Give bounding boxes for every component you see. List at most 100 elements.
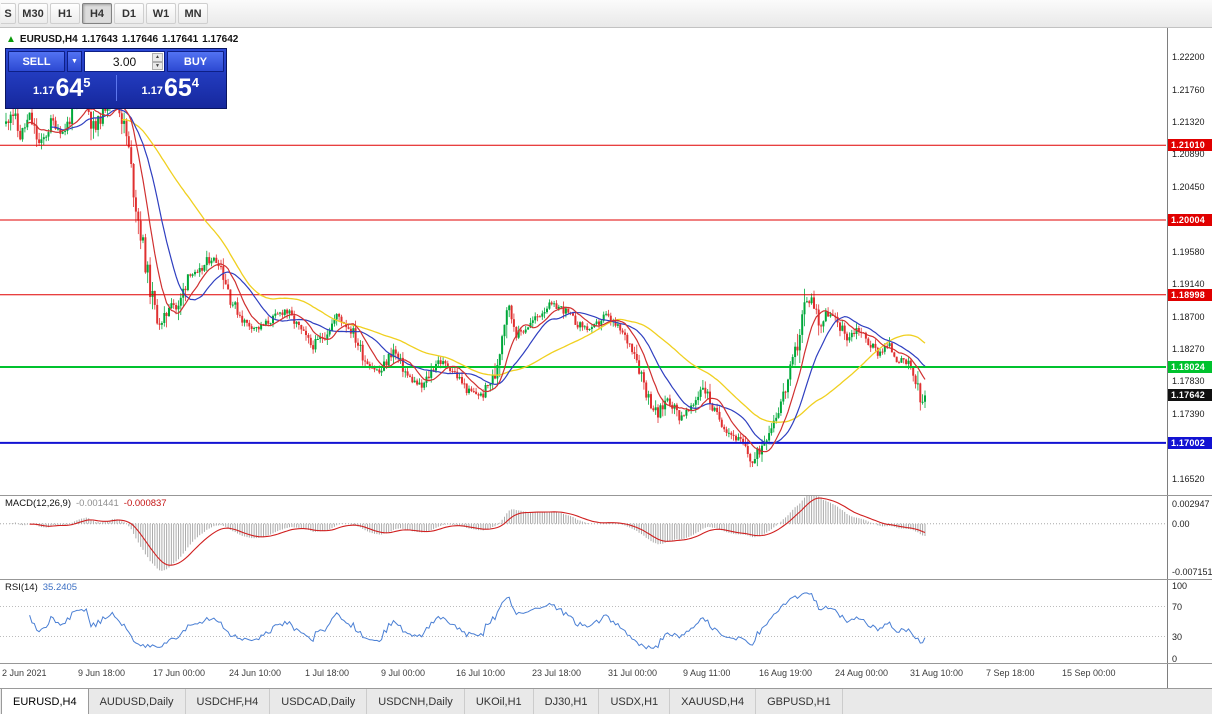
pane-divider xyxy=(0,663,1212,664)
time-axis-label: 16 Aug 19:00 xyxy=(759,668,813,678)
price-tick-label: 1.21760 xyxy=(1172,84,1205,95)
current-price-tag: 1.17642 xyxy=(1168,389,1212,402)
one-click-trading-panel: SELL ▼ 3.00 ▲ ▼ BUY 1.17 64 5 1.17 65 4 xyxy=(5,48,227,109)
time-axis-label: 2 Jun 2021 xyxy=(2,668,47,678)
time-axis-label: 24 Jun 10:00 xyxy=(229,668,282,678)
time-axis-label: 24 Aug 00:00 xyxy=(835,668,889,678)
volume-input[interactable]: 3.00 ▲ ▼ xyxy=(84,51,165,72)
macd-axis-label: 0.00 xyxy=(1172,518,1190,529)
price-tick-label: 1.21320 xyxy=(1172,117,1205,128)
macd-axis-label: -0.007151 xyxy=(1172,566,1212,577)
chart-tab-usdx-h1[interactable]: USDX,H1 xyxy=(599,689,671,714)
macd-signal-value: -0.000837 xyxy=(123,498,167,509)
chart-tab-dj30-h1[interactable]: DJ30,H1 xyxy=(534,689,600,714)
macd-label: MACD(12,26,9) -0.001441 -0.000837 xyxy=(5,498,172,509)
ask-price: 1.17 65 4 xyxy=(117,75,225,101)
volume-value: 3.00 xyxy=(112,54,137,69)
chart-tab-ukoil-h1[interactable]: UKOil,H1 xyxy=(465,689,534,714)
time-axis-label: 7 Sep 18:00 xyxy=(986,668,1035,678)
rsi-title: RSI(14) xyxy=(5,582,38,593)
volume-spinner: ▲ ▼ xyxy=(152,53,163,70)
price-tick-label: 1.18270 xyxy=(1172,343,1205,354)
pane-divider xyxy=(0,495,1212,496)
bid-big-digits: 64 xyxy=(55,74,84,102)
time-axis: 2 Jun 2021 9 Jun 18:00 17 Jun 00:00 24 Jun … xyxy=(0,664,1166,688)
macd-title: MACD(12,26,9) xyxy=(5,498,71,509)
level-price-tag: 1.18024 xyxy=(1168,361,1212,373)
pane-divider xyxy=(0,579,1212,580)
time-axis-label: 16 Jul 10:00 xyxy=(456,668,506,678)
time-axis-label: 31 Aug 10:00 xyxy=(910,668,964,678)
price-tick-label: 1.17830 xyxy=(1172,376,1205,387)
time-axis-label: 9 Aug 11:00 xyxy=(683,668,731,678)
chart-tab-usdchf-h4[interactable]: USDCHF,H4 xyxy=(186,689,271,714)
level-price-tag: 1.17002 xyxy=(1168,436,1212,449)
quote-header: ▲ EURUSD,H4 1.17643 1.17646 1.17641 1.17642 xyxy=(6,34,242,45)
time-axis-label: 9 Jul 00:00 xyxy=(381,668,426,678)
volume-decrease-button[interactable]: ▼ xyxy=(152,61,163,70)
bid-pip-digit: 5 xyxy=(83,75,91,90)
time-axis-label: 1 Jul 18:00 xyxy=(305,668,350,678)
price-tick-label: 1.17390 xyxy=(1172,409,1205,420)
quote-high: 1.17646 xyxy=(121,34,159,45)
time-axis-label: 23 Jul 18:00 xyxy=(532,668,582,678)
quote-close: 1.17642 xyxy=(202,34,239,45)
ask-big-digits: 65 xyxy=(163,74,192,102)
rsi-value: 35.2405 xyxy=(42,582,78,593)
timeframe-button-h4[interactable]: H4 xyxy=(82,3,112,24)
timeframe-button-w1[interactable]: W1 xyxy=(146,3,176,24)
chart-window: 2 Jun 2021 9 Jun 18:00 17 Jun 00:00 24 Jun … xyxy=(0,28,1212,688)
chart-tab-gbpusd-h1[interactable]: GBPUSD,H1 xyxy=(756,689,843,714)
level-price-tag: 1.20004 xyxy=(1168,214,1212,226)
rsi-axis-label: 0 xyxy=(1172,654,1178,664)
main-price-chart[interactable] xyxy=(0,28,1166,495)
buy-button[interactable]: BUY xyxy=(167,51,224,72)
rsi-axis-label: 100 xyxy=(1172,581,1188,591)
ask-prefix: 1.17 xyxy=(141,85,163,97)
price-tick-label: 1.20890 xyxy=(1172,149,1205,160)
ask-pip-digit: 4 xyxy=(191,75,199,90)
timeframe-button-s[interactable]: S xyxy=(1,3,16,24)
price-tick-label: 1.20450 xyxy=(1172,181,1205,192)
price-tick-label: 1.18700 xyxy=(1172,311,1205,322)
macd-axis-label: 0.002947 xyxy=(1172,498,1210,509)
timeframe-button-h1[interactable]: H1 xyxy=(50,3,80,24)
time-axis-label: 17 Jun 00:00 xyxy=(153,668,206,678)
rsi-indicator-pane[interactable] xyxy=(0,580,1166,663)
bid-prefix: 1.17 xyxy=(33,85,55,97)
quote-open: 1.17643 xyxy=(81,34,118,45)
time-axis-label: 9 Jun 18:00 xyxy=(78,668,126,678)
price-axis: 1.22200 1.21760 1.21320 1.20890 1.20450 1.200… xyxy=(1167,28,1212,688)
price-tick-label: 1.19140 xyxy=(1172,279,1205,290)
chart-tab-usdcad-daily[interactable]: USDCAD,Daily xyxy=(270,689,368,714)
macd-indicator-pane[interactable] xyxy=(0,496,1166,579)
chart-tabs-bar: EURUSD,H4 AUDUSD,Daily USDCHF,H4 USDCAD,Dai… xyxy=(0,688,1212,714)
bid-price: 1.17 64 5 xyxy=(8,75,116,101)
rsi-axis-label: 30 xyxy=(1172,631,1183,642)
rsi-axis-label: 70 xyxy=(1172,601,1183,612)
macd-value: -0.001441 xyxy=(76,498,119,509)
volume-increase-button[interactable]: ▲ xyxy=(152,53,163,62)
symbol-trend-icon: ▲ xyxy=(6,34,16,45)
chart-tab-xauusd-h4[interactable]: XAUUSD,H4 xyxy=(670,689,757,714)
quote-low: 1.17641 xyxy=(162,34,199,45)
price-tick-label: 1.19580 xyxy=(1172,246,1205,257)
chart-tab-usdcnh-daily[interactable]: USDCNH,Daily xyxy=(367,689,465,714)
bid-ask-divider xyxy=(115,75,117,101)
timeframe-toolbar: S M30 H1 H4 D1 W1 MN xyxy=(0,0,1212,28)
sell-button[interactable]: SELL xyxy=(8,51,65,72)
chart-tab-eurusd-h4[interactable]: EURUSD,H4 xyxy=(1,689,89,714)
timeframe-button-m30[interactable]: M30 xyxy=(18,3,48,24)
quote-symbol: EURUSD,H4 xyxy=(19,34,78,45)
chart-tab-audusd-daily[interactable]: AUDUSD,Daily xyxy=(89,689,186,714)
level-price-tag: 1.18998 xyxy=(1168,288,1212,301)
timeframe-button-d1[interactable]: D1 xyxy=(114,3,144,24)
level-price-tag: 1.21010 xyxy=(1168,139,1212,152)
price-tick-label: 1.16520 xyxy=(1172,473,1205,484)
price-tick-label: 1.22200 xyxy=(1172,52,1205,62)
time-axis-label: 31 Jul 00:00 xyxy=(608,668,658,678)
time-axis-label: 15 Sep 00:00 xyxy=(1062,668,1116,678)
sell-dropdown-button[interactable]: ▼ xyxy=(67,51,82,72)
rsi-label: RSI(14) 35.2405 xyxy=(5,582,82,593)
timeframe-button-mn[interactable]: MN xyxy=(178,3,208,24)
